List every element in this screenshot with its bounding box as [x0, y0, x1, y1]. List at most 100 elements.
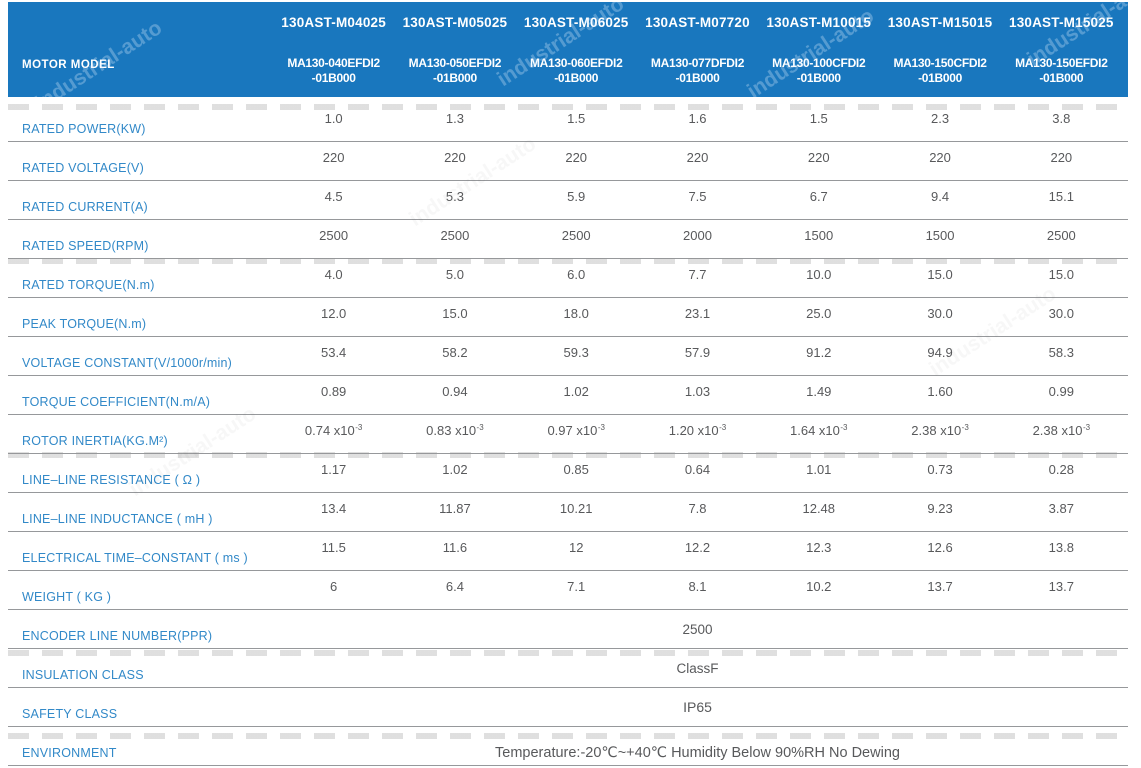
spec-value: 0.83 x10-3 [426, 423, 484, 438]
spec-value: 1.02 [442, 462, 468, 477]
spec-value: 59.3 [563, 345, 589, 360]
row-cells: 4.5 5.3 5.9 7.5 6.7 9.4 15.1 [273, 181, 1128, 219]
spec-row: SAFETY CLASS IP65 [8, 688, 1128, 727]
spec-value: 11.87 [439, 501, 471, 516]
spec-value: 6.7 [809, 189, 828, 204]
spec-value: 0.64 [684, 462, 711, 477]
row-label: WEIGHT ( KG ) [22, 590, 112, 604]
spec-value: 1.0 [324, 111, 343, 126]
spec-value: 2.38 x10-3 [911, 423, 969, 438]
row-cells: 2500 2500 2500 2000 1500 1500 2500 [273, 220, 1128, 258]
spec-value: 2.38 x10-3 [1032, 423, 1091, 438]
spec-row: RATED SPEED(RPM) 2500 2500 2500 2000 1500 1500… [8, 220, 1128, 259]
model-number: 130AST-M07720 [645, 15, 750, 30]
spec-value: 13.7 [927, 579, 953, 594]
spec-value: 7.5 [688, 189, 707, 204]
spec-value: 10.0 [806, 267, 832, 282]
spec-value: 9.23 [927, 501, 953, 516]
spec-value: 7.1 [567, 579, 586, 594]
spec-value: 6.0 [567, 267, 586, 282]
spec-value: 0.85 [563, 462, 589, 477]
spec-value: 12.3 [806, 540, 832, 555]
spec-value: 1.60 [927, 384, 953, 399]
spec-value: 18.0 [563, 306, 589, 321]
row-label: RATED VOLTAGE(V) [22, 161, 144, 175]
spec-value: 13.7 [1048, 579, 1074, 594]
spec-value: 30.0 [1048, 306, 1074, 321]
header-label-cell: MOTOR MODEL [8, 2, 273, 97]
spec-value: 15.1 [1048, 189, 1074, 204]
header-column-5: 130AST-M10015 MA130-100CFDI2 -01B000 [758, 2, 879, 97]
spec-value: 9.4 [931, 189, 950, 204]
spec-value: 12.2 [684, 540, 711, 555]
spec-row: ENCODER LINE NUMBER(PPR) 2500 [8, 610, 1128, 649]
spec-value: 3.8 [1052, 111, 1071, 126]
table-header: MOTOR MODEL 130AST-M04025 MA130-040EFDI2-… [8, 2, 1128, 97]
spec-value: 2000 [683, 228, 712, 243]
spec-value: 11.5 [321, 540, 346, 555]
row-cells: 13.4 11.87 10.21 7.8 12.48 9.23 3.87 [273, 493, 1128, 531]
model-number: 130AST-M04025 [281, 15, 386, 30]
spec-row: LINE–LINE RESISTANCE ( Ω ) 1.17 1.02 0.85 0.… [8, 454, 1128, 493]
spec-value: 4.5 [324, 189, 343, 204]
spec-value: 1.01 [806, 462, 832, 477]
spec-value: 0.28 [1048, 462, 1074, 477]
spec-value: 12.6 [927, 540, 953, 555]
spec-value: 0.94 [442, 384, 468, 399]
row-label: ENVIRONMENT [22, 746, 117, 760]
spec-value: 7.8 [688, 501, 707, 516]
spec-value: 2500 [561, 228, 591, 243]
sub-model-number: MA130-060EFDI2 -01B000 [529, 56, 623, 85]
motor-spec-table: MOTOR MODEL 130AST-M04025 MA130-040EFDI2-… [8, 2, 1128, 766]
row-label: LINE–LINE RESISTANCE ( Ω ) [22, 473, 201, 487]
sub-model-number: MA130-040EFDI2 -01B000 [287, 56, 380, 85]
spec-value: 12 [568, 540, 584, 555]
row-cells: 53.4 58.2 59.3 57.9 91.2 94.9 58.3 [273, 337, 1128, 375]
sub-model-number: MA130-150CFDI2 -01B000 [893, 56, 987, 85]
row-label: SAFETY CLASS [22, 707, 118, 721]
spec-value: 220 [1050, 150, 1073, 165]
spec-value: 220 [444, 150, 466, 165]
row-label: ENCODER LINE NUMBER(PPR) [22, 629, 213, 643]
spec-value: 25.0 [806, 306, 832, 321]
spec-value: 1.6 [688, 111, 707, 126]
spec-value: 58.2 [442, 345, 468, 360]
spec-value: 0.74 x10-3 [304, 423, 363, 438]
spec-value: 1500 [804, 228, 834, 243]
row-cells: 0.89 0.94 1.02 1.03 1.49 1.60 0.99 [273, 376, 1128, 414]
sub-model-number: MA130-077DFDI2 -01B000 [650, 56, 745, 85]
row-cells: 220 220 220 220 220 220 220 [273, 142, 1128, 180]
spec-value: 1.49 [806, 384, 832, 399]
spec-value: 0.97 x10-3 [547, 423, 605, 438]
header-column-4: 130AST-M07720 MA130-077DFDI2 -01B000 [637, 2, 758, 97]
row-cells: 12.0 15.0 18.0 23.1 25.0 30.0 30.0 [273, 298, 1128, 336]
spec-value: 4.0 [324, 267, 343, 282]
row-cells: 0.74 x10-3 0.83 x10-3 0.97 x10-3 1.20 x10-3… [273, 415, 1128, 453]
spec-value: 30.0 [927, 306, 953, 321]
merged-value: 2500 [682, 621, 713, 637]
spec-value: 15.0 [927, 267, 953, 282]
spec-value: 1.5 [809, 111, 828, 126]
spec-row: ENVIRONMENT Temperature:-20℃~+40℃ Humidit… [8, 727, 1128, 766]
spec-value: 220 [322, 150, 345, 165]
spec-value: 7.7 [688, 267, 707, 282]
spec-value: 1500 [925, 228, 955, 243]
spec-value: 10.2 [806, 579, 832, 594]
spec-row: VOLTAGE CONSTANT(V/1000r/min) 53.4 58.2 59.… [8, 337, 1128, 376]
row-label: ROTOR INERTIA(KG.M²) [22, 434, 168, 448]
row-cells: 11.5 11.6 12 12.2 12.3 12.6 13.8 [273, 532, 1128, 570]
model-number: 130AST-M15015 [887, 15, 993, 30]
spec-row: WEIGHT ( KG ) 6 6.4 7.1 8.1 10.2 13.7 13.7 [8, 571, 1128, 610]
row-label: TORQUE COEFFICIENT(N.m/A) [22, 395, 211, 409]
spec-row: LINE–LINE INDUCTANCE ( mH ) 13.4 11.87 10.2… [8, 493, 1128, 532]
sub-model-number: MA130-100CFDI2 -01B000 [772, 56, 866, 85]
row-cells: 6 6.4 7.1 8.1 10.2 13.7 13.7 [273, 571, 1128, 609]
spec-value: 220 [565, 150, 588, 165]
spec-value: 1.03 [684, 384, 711, 399]
spec-value: 91.2 [806, 345, 832, 360]
spec-value: 12.0 [320, 306, 347, 321]
header-column-1: 130AST-M04025 MA130-040EFDI2 -01B000 [273, 2, 394, 97]
spec-value: 2500 [1046, 228, 1076, 243]
spec-value: 13.4 [320, 501, 347, 516]
spec-row: TORQUE COEFFICIENT(N.m/A) 0.89 0.94 1.02 1.0… [8, 376, 1128, 415]
